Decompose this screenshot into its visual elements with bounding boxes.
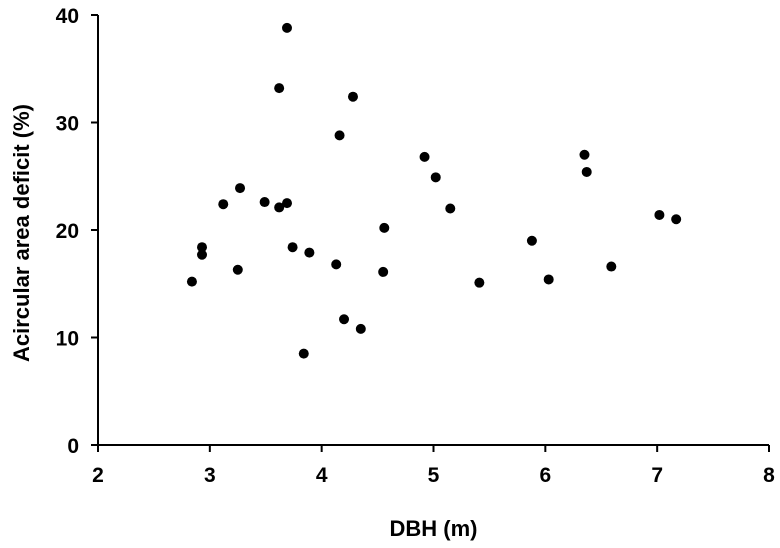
y-tick-label: 20	[56, 220, 79, 243]
data-points	[186, 22, 682, 359]
data-point	[430, 172, 441, 183]
data-point	[197, 249, 208, 260]
x-tick-label: 2	[92, 464, 104, 487]
data-point	[654, 209, 665, 220]
y-tick-label: 30	[56, 113, 79, 136]
x-ticks: 2 3 4 5 6 7 8	[92, 445, 775, 487]
data-point	[331, 259, 342, 270]
data-point	[281, 22, 292, 33]
data-point	[379, 222, 390, 233]
data-point	[445, 203, 456, 214]
data-point	[274, 83, 285, 94]
data-point	[334, 130, 345, 141]
y-tick-label: 40	[56, 5, 79, 28]
data-point	[355, 323, 366, 334]
x-tick-label: 8	[763, 464, 775, 487]
data-point	[218, 199, 229, 210]
data-point	[287, 242, 298, 253]
data-point	[259, 197, 270, 208]
data-point	[581, 166, 592, 177]
data-point	[606, 261, 617, 272]
data-point	[186, 276, 197, 287]
data-point	[543, 274, 554, 285]
x-tick-label: 3	[204, 464, 216, 487]
data-point	[298, 348, 309, 359]
data-point	[197, 242, 208, 253]
data-point	[526, 235, 537, 246]
data-point	[419, 151, 430, 162]
x-tick-label: 7	[651, 464, 663, 487]
axes	[97, 15, 769, 446]
data-point	[304, 247, 315, 258]
x-tick-label: 5	[428, 464, 440, 487]
y-ticks: 0 10 20 30 40	[56, 5, 98, 458]
data-point	[378, 266, 389, 277]
data-point	[235, 183, 246, 194]
data-point	[671, 214, 682, 225]
y-tick-label: 0	[67, 435, 79, 458]
x-axis-title: DBH (m)	[390, 516, 478, 541]
data-point	[274, 202, 285, 213]
data-point	[347, 91, 358, 102]
data-point	[281, 198, 292, 209]
x-tick-label: 6	[539, 464, 551, 487]
data-point	[232, 264, 243, 275]
data-point	[339, 314, 350, 325]
data-point	[474, 277, 485, 288]
x-tick-label: 4	[316, 464, 328, 487]
y-tick-label: 10	[56, 328, 79, 351]
y-axis-title: Acircular area deficit (%)	[9, 104, 34, 362]
data-point	[579, 149, 590, 160]
